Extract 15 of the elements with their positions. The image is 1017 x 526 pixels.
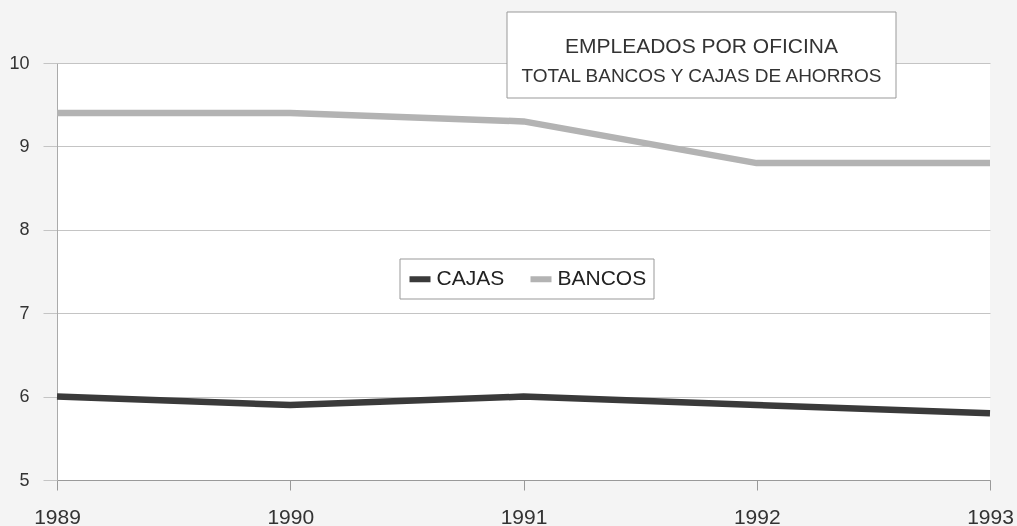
y-tick-label: 9 [19, 135, 30, 156]
x-tick-label: 1992 [733, 504, 781, 526]
x-tick-label: 1993 [967, 504, 1014, 526]
x-tick-label: 1991 [500, 504, 548, 526]
x-tick-label: 1989 [34, 504, 81, 526]
chart-title: EMPLEADOS POR OFICINA [564, 33, 839, 57]
legend-label: BANCOS [557, 266, 647, 290]
y-tick-label: 7 [19, 302, 30, 323]
x-tick-label: 1990 [267, 504, 315, 526]
y-tick-label: 8 [19, 219, 30, 240]
legend-label: CAJAS [436, 266, 505, 290]
y-tick-label: 6 [19, 386, 30, 407]
chart-subtitle: TOTAL BANCOS Y CAJAS DE AHORROS [521, 64, 882, 86]
y-tick-label: 5 [19, 469, 30, 490]
y-tick-label: 10 [9, 52, 30, 73]
